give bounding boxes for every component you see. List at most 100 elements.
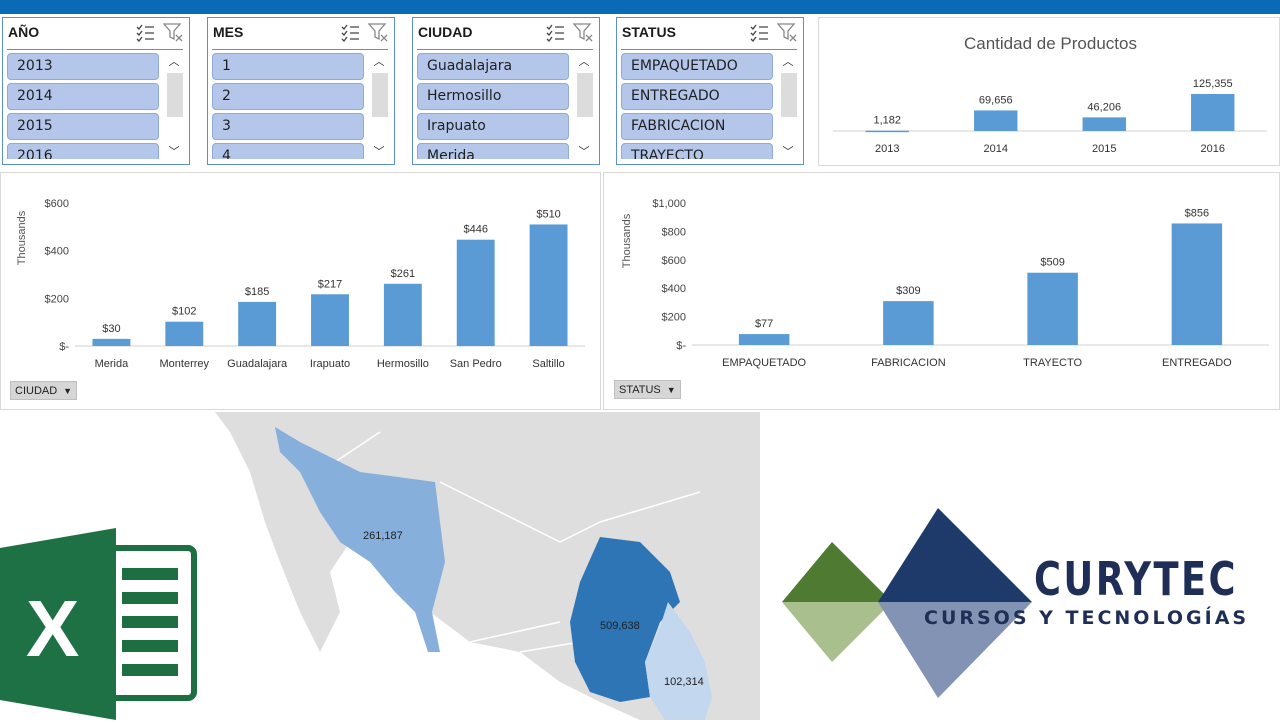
chart-ventas-ciudad: $- $200 $400 $600 Thousands $30 Merida $102 Mont… (16, 198, 585, 370)
slicer-items: Guadalajara Hermosillo Irapuato Merida (417, 53, 569, 159)
ciudad-field-button[interactable]: CIUDAD ▼ (10, 381, 78, 400)
slicer-item[interactable]: EMPAQUETADO (621, 53, 773, 80)
bar[interactable] (92, 338, 131, 346)
category-label: Irapuato (310, 358, 350, 370)
clear-filter-icon[interactable] (367, 22, 388, 42)
bar[interactable] (1171, 223, 1223, 345)
y-axis-title: Thousands (16, 210, 28, 265)
scroll-thumb[interactable] (372, 73, 388, 117)
data-label: $77 (755, 318, 773, 330)
scroll-up-icon[interactable]: ︿ (782, 56, 794, 68)
bar[interactable] (529, 224, 568, 346)
data-label: $509 (1040, 257, 1064, 269)
slicer-scrollbar[interactable]: ︿ ﹀ (165, 53, 183, 159)
slicer-scrollbar[interactable]: ︿ ﹀ (370, 53, 388, 159)
slicer-item[interactable]: Hermosillo (417, 83, 569, 110)
scroll-down-icon[interactable]: ﹀ (782, 146, 794, 158)
slicer-title: CIUDAD (418, 24, 473, 40)
ciudad-field-label: CIUDAD (15, 384, 58, 397)
slicer-items: 2013 2014 2015 2016 (7, 53, 159, 159)
bar[interactable] (1082, 117, 1126, 131)
slicer-header-divider (417, 49, 593, 50)
y-tick-label: $200 (662, 312, 686, 324)
scroll-up-icon[interactable]: ︿ (578, 56, 590, 68)
slicer-header-divider (621, 49, 797, 50)
slicer-scrollbar[interactable]: ︿ ﹀ (779, 53, 797, 159)
slicer-item[interactable]: 2016 (7, 143, 159, 159)
y-tick-label: $200 (45, 293, 69, 305)
bar[interactable] (311, 294, 349, 346)
clear-filter-icon[interactable] (776, 22, 797, 42)
chart-cantidad-productos: 1,182 2013 69,656 2014 46,206 2015 125,355 2016 (833, 78, 1267, 155)
scroll-thumb[interactable] (167, 73, 183, 117)
chart-ventas-status: $- $200 $400 $600 $800 $1,000 Thousands $77 EMPA… (621, 198, 1269, 369)
bar[interactable] (738, 334, 790, 345)
slicer-item[interactable]: 2014 (7, 83, 159, 110)
slicer-item[interactable]: TRAYECTO (621, 143, 773, 159)
scroll-up-icon[interactable]: ︿ (168, 56, 180, 68)
bar[interactable] (1027, 272, 1078, 345)
region-coahuila (570, 537, 680, 702)
slicer-header-divider (7, 49, 183, 50)
status-field-button[interactable]: STATUS ▼ (614, 380, 681, 399)
slicer-item[interactable]: 1 (212, 53, 364, 80)
mexico-map: 261,187 509,638 102,314 (215, 412, 760, 720)
slicer-2: CIUDAD Guadalajara Hermosillo Irapuato Merid… (412, 17, 600, 165)
map-label-nuevo-leon: 102,314 (664, 676, 704, 688)
multi-select-icon[interactable] (749, 22, 769, 42)
bar[interactable] (1191, 94, 1235, 131)
slicer-title: STATUS (622, 24, 676, 40)
slicer-item[interactable]: 3 (212, 113, 364, 140)
bar[interactable] (865, 130, 909, 133)
region-sonora (275, 427, 445, 652)
category-label: ENTREGADO (1162, 357, 1232, 369)
slicer-title: AÑO (8, 24, 40, 40)
multi-select-icon[interactable] (340, 22, 360, 42)
bar[interactable] (165, 321, 204, 346)
data-label: 125,355 (1193, 78, 1233, 90)
bar[interactable] (238, 301, 277, 346)
data-label: $510 (536, 208, 560, 220)
scroll-down-icon[interactable]: ﹀ (578, 146, 590, 158)
data-label: 1,182 (873, 115, 901, 127)
category-label: Guadalajara (227, 358, 288, 370)
clear-filter-icon[interactable] (572, 22, 593, 42)
scroll-thumb[interactable] (781, 73, 797, 117)
category-label: 2013 (875, 143, 899, 155)
slicer-0: AÑO 2013 2014 2015 2016 ︿ ﹀ (2, 17, 190, 165)
category-label: San Pedro (450, 358, 502, 370)
clear-filter-icon[interactable] (162, 22, 183, 42)
y-tick-label: $- (59, 341, 69, 353)
multi-select-icon[interactable] (135, 22, 155, 42)
category-label: Merida (95, 358, 130, 370)
scroll-thumb[interactable] (577, 73, 593, 117)
chart-panel-status: $- $200 $400 $600 $800 $1,000 Thousands $77 EMPA… (603, 172, 1280, 410)
slicer-item[interactable]: 2013 (7, 53, 159, 80)
y-tick-label: $1,000 (652, 198, 686, 210)
map-label-coahuila: 509,638 (600, 620, 640, 632)
bar[interactable] (456, 239, 495, 346)
scroll-down-icon[interactable]: ﹀ (373, 146, 385, 158)
bar[interactable] (383, 283, 422, 346)
scroll-up-icon[interactable]: ︿ (373, 56, 385, 68)
region-nuevo-leon (645, 602, 712, 720)
slicer-item[interactable]: Merida (417, 143, 569, 159)
slicer-item[interactable]: Guadalajara (417, 53, 569, 80)
svg-text:X: X (26, 584, 79, 673)
bar[interactable] (883, 301, 934, 345)
data-label: $217 (318, 278, 342, 290)
slicer-item[interactable]: ENTREGADO (621, 83, 773, 110)
category-label: 2015 (1092, 143, 1116, 155)
slicer-scrollbar[interactable]: ︿ ﹀ (575, 53, 593, 159)
bar[interactable] (974, 110, 1018, 131)
slicer-item[interactable]: 2015 (7, 113, 159, 140)
scroll-down-icon[interactable]: ﹀ (168, 146, 180, 158)
slicer-item[interactable]: 4 (212, 143, 364, 159)
slicer-item[interactable]: 2 (212, 83, 364, 110)
slicer-item[interactable]: FABRICACION (621, 113, 773, 140)
multi-select-icon[interactable] (545, 22, 565, 42)
data-label: 69,656 (979, 94, 1013, 106)
slicer-item[interactable]: Irapuato (417, 113, 569, 140)
dropdown-arrow-icon: ▼ (63, 385, 73, 396)
category-label: Hermosillo (377, 358, 429, 370)
